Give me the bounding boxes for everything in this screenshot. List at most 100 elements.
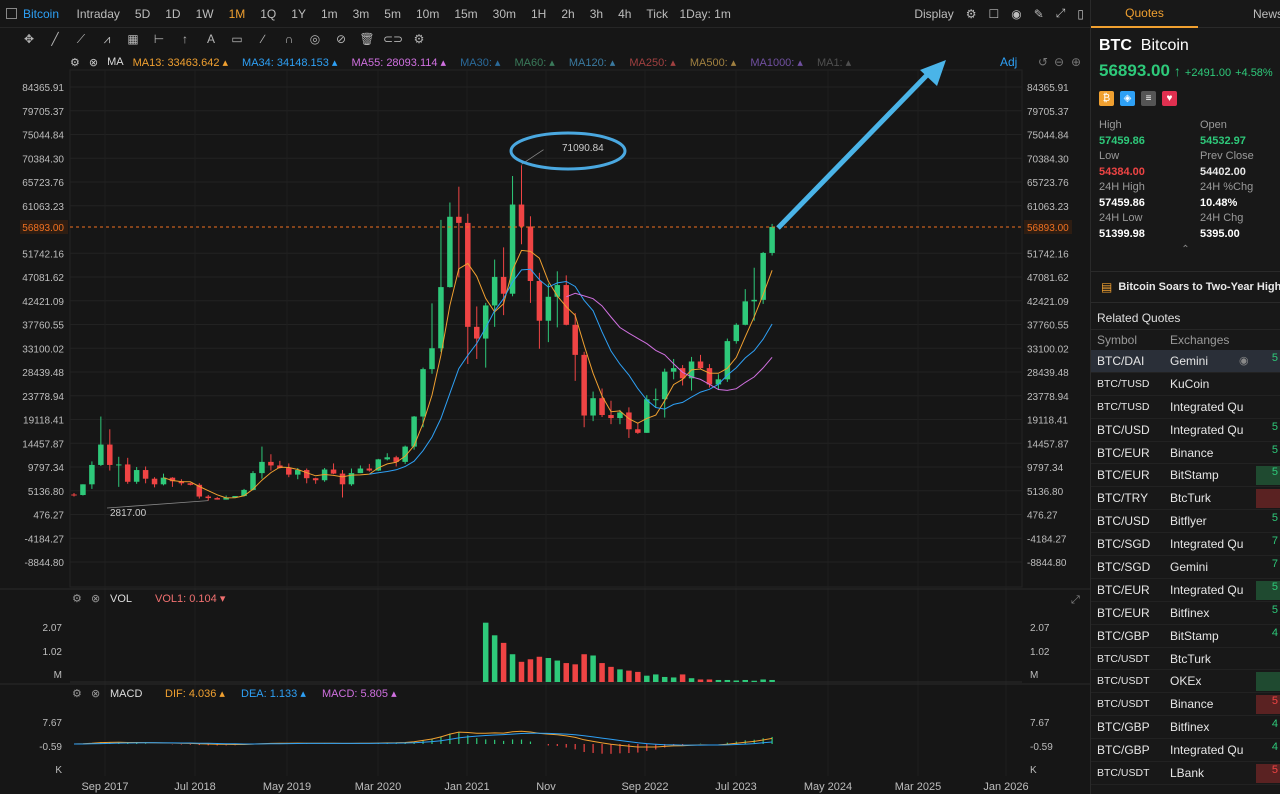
ruler-icon[interactable]: ∕ xyxy=(261,32,264,46)
undo-icon[interactable]: ↺ xyxy=(1038,55,1049,69)
quote-row[interactable]: BTC/EUR Binance 5 xyxy=(1091,442,1280,465)
period-tab[interactable]: 1M xyxy=(228,6,246,21)
bitcoin-icon[interactable]: ₿ xyxy=(1099,91,1114,106)
news-banner[interactable]: ▤ Bitcoin Soars to Two-Year High xyxy=(1091,271,1280,303)
tab-news[interactable]: News xyxy=(1253,6,1280,21)
ma-item[interactable]: MA500: ▴ xyxy=(689,56,737,69)
display-menu[interactable]: Display xyxy=(914,6,954,21)
period-tab[interactable]: 1W xyxy=(195,6,214,21)
ma-item[interactable]: MA13: 33463.642 ▴ xyxy=(132,56,229,69)
period-tab[interactable]: 2h xyxy=(561,6,575,21)
quote-price: 4 xyxy=(1271,741,1278,754)
quote-row[interactable]: BTC/USD Bitflyer 5 xyxy=(1091,510,1280,534)
comment-tool-icon[interactable]: ▭ xyxy=(231,32,243,46)
ma-item[interactable]: MA120: ▴ xyxy=(568,56,616,69)
top-right-controls: Display ⚙ ☐ ◉ ✎ ⤢ ▯ xyxy=(914,6,1084,21)
hide-icon[interactable]: ⊘ xyxy=(335,32,347,46)
heart-icon[interactable]: ♥ xyxy=(1162,91,1177,106)
ma-item[interactable]: MA30: ▴ xyxy=(460,56,501,69)
quote-row[interactable]: BTC/EUR BitStamp 5 xyxy=(1091,464,1280,488)
period-tab[interactable]: Tick xyxy=(646,6,668,21)
period-tab[interactable]: 1H xyxy=(531,6,547,21)
line-tool-icon[interactable]: ╱ xyxy=(51,32,59,46)
measure-tool-icon[interactable]: ⊢ xyxy=(153,32,165,46)
ma-item[interactable]: MA55: 28093.114 ▴ xyxy=(351,56,447,69)
adj-button[interactable]: Adj xyxy=(1000,55,1018,69)
trend-tool-icon[interactable]: ⟋ xyxy=(76,31,86,46)
quote-row[interactable]: BTC/GBP Bitfinex 4 xyxy=(1091,716,1280,740)
current-price-label: 56893.00 xyxy=(22,223,64,234)
period-tab[interactable]: 15m xyxy=(454,6,478,21)
document-icon[interactable]: ≡ xyxy=(1141,91,1156,106)
quote-row[interactable]: BTC/SGD Gemini 7 xyxy=(1091,556,1280,579)
gear-icon[interactable]: ⚙ xyxy=(965,6,977,21)
quote-row[interactable]: BTC/TUSD KuCoin xyxy=(1091,373,1280,396)
quote-row[interactable]: BTC/USDT LBank 5 xyxy=(1091,762,1280,785)
quote-row[interactable]: BTC/DAI Gemini 5 ◉ xyxy=(1091,350,1280,373)
panel-toggle-icon[interactable]: ▯ xyxy=(1077,6,1084,21)
pencil-icon[interactable]: ✎ xyxy=(1033,6,1044,21)
zoom-in-icon[interactable]: ⊕ xyxy=(1071,55,1082,69)
period-tab[interactable]: 30m xyxy=(492,6,516,21)
day-selector[interactable]: 1Day: 1m xyxy=(679,6,731,21)
symbol-name[interactable]: Bitcoin xyxy=(23,6,60,21)
quote-row[interactable]: BTC/SGD Integrated Qu 7 xyxy=(1091,533,1280,557)
period-tab[interactable]: 5m xyxy=(384,6,401,21)
quote-row[interactable]: BTC/USDT BtcTurk xyxy=(1091,648,1280,671)
candle-body xyxy=(133,470,140,482)
period-tab[interactable]: 4h xyxy=(618,6,632,21)
stat-value: 57459.86 xyxy=(1099,197,1145,209)
y-tick-label: 9797.34 xyxy=(1027,463,1064,474)
stat-value: 57459.86 xyxy=(1099,135,1145,147)
symbol-selector[interactable]: Bitcoin xyxy=(0,7,59,21)
tab-quotes[interactable]: Quotes xyxy=(1091,0,1198,28)
quote-row[interactable]: BTC/EUR Integrated Qu 5 xyxy=(1091,579,1280,602)
ma-item[interactable]: MA1000: ▴ xyxy=(750,56,803,69)
ma-item[interactable]: MA60: ▴ xyxy=(514,56,555,69)
quote-row[interactable]: BTC/EUR Bitfinex 5 xyxy=(1091,602,1280,625)
move-icon[interactable]: ✥ xyxy=(23,32,35,46)
quote-row[interactable]: BTC/TUSD Integrated Qu xyxy=(1091,396,1280,419)
fullscreen-icon[interactable]: ⤢ xyxy=(1055,6,1066,20)
ma-close-icon[interactable]: ⊗ xyxy=(88,56,99,69)
tag-icon[interactable]: ◈ xyxy=(1120,91,1135,106)
price-chart[interactable]: 84365.91 84365.91 79705.37 79705.37 75044.84… xyxy=(0,0,1090,794)
eye-icon[interactable]: ◎ xyxy=(309,32,321,46)
quote-row[interactable]: BTC/USDT Binance 5 xyxy=(1091,693,1280,717)
checkbox-icon[interactable]: ☐ xyxy=(988,6,1000,21)
period-tab[interactable]: 5D xyxy=(134,6,151,21)
quote-row[interactable]: BTC/GBP BitStamp 4 xyxy=(1091,625,1280,648)
radio-icon[interactable]: ◉ xyxy=(1239,355,1249,368)
link-icon[interactable]: ⊂⊃ xyxy=(382,32,404,46)
quote-row[interactable]: BTC/USDT OKEx xyxy=(1091,670,1280,694)
magnet-icon[interactable]: ∩ xyxy=(284,32,294,46)
quote-row[interactable]: BTC/TRY BtcTurk xyxy=(1091,487,1280,511)
collapse-icon[interactable]: ⌃ xyxy=(1181,244,1190,255)
ma-settings-icon[interactable]: ⚙ xyxy=(70,56,80,69)
quote-row[interactable]: BTC/USD Integrated Qu 5 xyxy=(1091,419,1280,442)
news-headline[interactable]: Bitcoin Soars to Two-Year High xyxy=(1118,281,1280,293)
quote-symbol: BTC/USDT xyxy=(1097,675,1150,688)
candle-body xyxy=(500,276,507,294)
quote-row[interactable]: BTC/GBP Integrated Qu 4 xyxy=(1091,739,1280,763)
period-tab[interactable]: Intraday xyxy=(76,6,120,21)
ma-item[interactable]: MA1: ▴ xyxy=(816,56,852,69)
ma-item[interactable]: MA250: ▴ xyxy=(629,56,676,69)
candle-body xyxy=(509,204,516,294)
period-tab[interactable]: 3m xyxy=(352,6,370,21)
text-tool-icon[interactable]: A xyxy=(206,32,215,46)
period-tab[interactable]: 1Q xyxy=(260,6,277,21)
period-tab[interactable]: 3h xyxy=(589,6,604,21)
arrow-tool-icon[interactable]: ↑ xyxy=(182,32,188,46)
ma-item[interactable]: MA34: 34148.153 ▴ xyxy=(242,56,338,69)
zoom-out-icon[interactable]: ⊖ xyxy=(1054,55,1065,69)
zigzag-tool-icon[interactable]: ⩘ xyxy=(103,31,111,46)
period-tab[interactable]: 10m xyxy=(415,6,440,21)
period-tab[interactable]: 1m xyxy=(320,6,338,21)
trash-icon[interactable]: 🗑 xyxy=(359,32,375,46)
camera-icon[interactable]: ◉ xyxy=(1011,6,1022,21)
period-tab[interactable]: 1D xyxy=(165,6,181,21)
period-tab[interactable]: 1Y xyxy=(291,6,306,21)
fib-tool-icon[interactable]: ▦ xyxy=(127,32,139,46)
settings-icon[interactable]: ⚙ xyxy=(413,32,425,46)
